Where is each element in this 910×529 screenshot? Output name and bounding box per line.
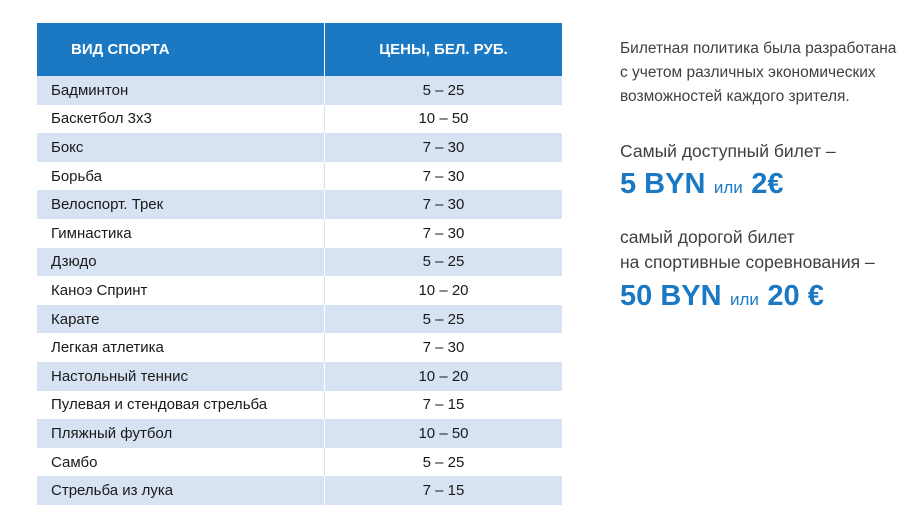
table-row: Бокс 7 – 30 [37, 133, 562, 162]
price-cell: 7 – 30 [324, 218, 562, 248]
table-row: Бадминтон 5 – 25 [37, 76, 562, 105]
header-sport: ВИД СПОРТА [37, 23, 325, 76]
sport-cell: Бокс [37, 133, 325, 162]
table-row: Самбо 5 – 25 [37, 447, 562, 477]
sport-cell: Бадминтон [37, 76, 325, 105]
table-row: Дзюдо 5 – 25 [37, 247, 562, 277]
price-cell: 7 – 15 [324, 476, 562, 505]
sport-cell: Гимнастика [37, 218, 325, 248]
price-cell: 10 – 50 [324, 419, 562, 448]
sport-cell: Самбо [37, 447, 325, 477]
sport-cell: Баскетбол 3x3 [37, 104, 325, 134]
expensive-or: или [730, 290, 759, 309]
price-cell: 7 – 30 [324, 190, 562, 219]
sport-cell: Стрельба из лука [37, 476, 325, 505]
policy-text: Билетная политика была разработана с уче… [620, 40, 897, 105]
cheapest-byn: 5 BYN [620, 168, 706, 200]
sport-cell: Настольный теннис [37, 361, 325, 391]
expensive-price: 50 BYN или 20 € [620, 278, 900, 319]
price-cell: 10 – 20 [324, 361, 562, 391]
price-cell: 5 – 25 [324, 76, 562, 105]
sport-cell: Пляжный футбол [37, 419, 325, 448]
price-cell: 7 – 30 [324, 133, 562, 162]
price-cell: 10 – 20 [324, 276, 562, 305]
sport-cell: Пулевая и стендовая стрельба [37, 390, 325, 420]
cheapest-or: или [713, 178, 743, 197]
table-row: Борьба 7 – 30 [37, 161, 562, 191]
table-row: Гимнастика 7 – 30 [37, 218, 562, 248]
table-row: Баскетбол 3x3 10 – 50 [37, 104, 562, 134]
table-row: Легкая атлетика 7 – 30 [37, 333, 562, 362]
price-cell: 7 – 30 [324, 333, 562, 362]
expensive-eur: 20 € [767, 280, 824, 312]
table-row: Пулевая и стендовая стрельба 7 – 15 [37, 390, 562, 420]
sport-cell: Каноэ Спринт [37, 276, 325, 305]
sport-cell: Борьба [37, 161, 325, 191]
sport-cell: Велоспорт. Трек [37, 190, 325, 219]
price-cell: 5 – 25 [324, 247, 562, 277]
table-row: Велоспорт. Трек 7 – 30 [37, 190, 562, 219]
table-header-row: ВИД СПОРТА ЦЕНЫ, БЕЛ. РУБ. [37, 23, 562, 76]
price-cell: 5 – 25 [324, 304, 562, 334]
price-cell: 7 – 15 [324, 390, 562, 420]
info-panel: Билетная политика была разработана с уче… [620, 37, 900, 319]
table-row: Каноэ Спринт 10 – 20 [37, 276, 562, 305]
sport-cell: Легкая атлетика [37, 333, 325, 362]
header-price: ЦЕНЫ, БЕЛ. РУБ. [324, 23, 562, 76]
table-row: Настольный теннис 10 – 20 [37, 361, 562, 391]
price-table-container: ВИД СПОРТА ЦЕНЫ, БЕЛ. РУБ. Бадминтон 5 – … [37, 23, 562, 505]
cheapest-eur: 2€ [751, 168, 784, 200]
cheapest-label: Самый доступный билет – [620, 141, 836, 161]
table-row: Карате 5 – 25 [37, 304, 562, 334]
price-table: ВИД СПОРТА ЦЕНЫ, БЕЛ. РУБ. Бадминтон 5 – … [37, 23, 562, 505]
table-body: Бадминтон 5 – 25 Баскетбол 3x3 10 – 50 Бокс 7… [37, 76, 562, 505]
sport-cell: Карате [37, 304, 325, 334]
table-row: Пляжный футбол 10 – 50 [37, 419, 562, 448]
price-cell: 7 – 30 [324, 161, 562, 191]
expensive-byn: 50 BYN [620, 280, 722, 312]
cheapest-price: 5 BYN или 2€ [620, 166, 900, 207]
table-row: Стрельба из лука 7 – 15 [37, 476, 562, 505]
price-cell: 5 – 25 [324, 447, 562, 477]
price-cell: 10 – 50 [324, 104, 562, 134]
expensive-label: самый дорогой билет на спортивные соревн… [620, 227, 875, 272]
sport-cell: Дзюдо [37, 247, 325, 277]
